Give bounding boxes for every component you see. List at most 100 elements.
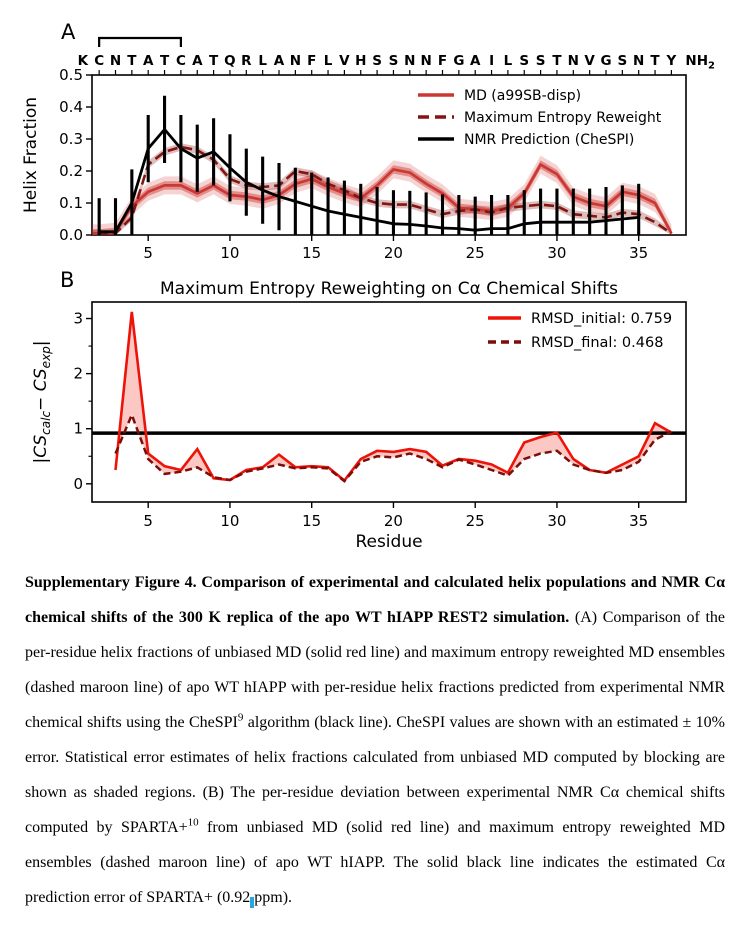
- sequence-residue: N: [110, 53, 121, 69]
- caption-text: from unbiased MD (solid red line) and ma…: [25, 819, 726, 906]
- rmsd-final-line: [114, 411, 672, 483]
- md-error-band-outer: [92, 155, 672, 235]
- rmsd-initial-line: [114, 311, 673, 483]
- panel-a-legend: MD (a99SB-disp) Maximum Entropy Reweight N…: [418, 88, 662, 148]
- sequence-residue: F: [307, 53, 316, 69]
- sequence-residue: F: [438, 53, 447, 69]
- sequence-residue: A: [143, 53, 154, 69]
- sequence-residue: S: [618, 53, 628, 69]
- legend-label-3: NMR Prediction (CheSPI): [464, 132, 634, 148]
- figure-caption: Supplementary Figure 4. Comparison of ex…: [25, 565, 725, 915]
- svg-text:35: 35: [629, 244, 648, 262]
- sequence-residue: N: [633, 53, 644, 69]
- sequence-residue: N: [421, 53, 432, 69]
- caption-text: algorithm (black line). CheSPI values ar…: [25, 714, 726, 836]
- sequence-residue: N: [404, 53, 415, 69]
- panel-b-label: B: [60, 268, 75, 292]
- sequence-row: K C N T A T C A T Q R L A N F L V H S S N N F G A I L S S T N V G S N T Y NH2: [78, 53, 715, 72]
- panel-a-frame: [91, 74, 687, 236]
- svg-text:20: 20: [384, 512, 403, 530]
- caption-superscript: 9: [237, 711, 244, 724]
- sequence-residue: Y: [666, 53, 677, 69]
- panel-b-legend: RMSD_initial: 0.759 RMSD_final: 0.468: [488, 311, 672, 351]
- sequence-residue: T: [552, 53, 562, 69]
- svg-text:20: 20: [384, 244, 403, 262]
- figure-charts: K C N T A T C A T Q R L A N F L V H S S N N F G A I L S S T N V G S N T Y NH2…: [21, 36, 715, 552]
- sequence-residue: G: [600, 53, 611, 69]
- sequence-residue: L: [324, 53, 333, 69]
- sequence-residue: N: [568, 53, 579, 69]
- sequence-residue: V: [339, 53, 350, 69]
- sequence-residue: T: [650, 53, 660, 69]
- sequence-residue: A: [470, 53, 481, 69]
- svg-text:35: 35: [629, 512, 648, 530]
- svg-text:2: 2: [73, 365, 83, 383]
- sequence-residue: S: [519, 53, 529, 69]
- sequence-residue: N: [290, 53, 301, 69]
- sequence-residue: H: [355, 53, 366, 69]
- svg-text:3: 3: [73, 310, 83, 328]
- svg-text:15: 15: [302, 512, 321, 530]
- legend-label-2: Maximum Entropy Reweight: [464, 110, 662, 126]
- caption-text: (A) Comparison of the per-residue helix …: [25, 609, 725, 731]
- panel-b-title: Maximum Entropy Reweighting on Cα Chemic…: [160, 279, 618, 299]
- chespi-line: [99, 127, 639, 234]
- svg-text:0.0: 0.0: [59, 226, 83, 244]
- panel-a-ylabel: Helix Fraction: [21, 97, 41, 213]
- sequence-residue: R: [241, 53, 252, 69]
- sequence-residue: C: [94, 53, 104, 69]
- panel-a-yaxis: 0.0 0.1 0.2 0.3 0.4 0.5: [59, 66, 92, 244]
- sequence-residue: T: [209, 53, 219, 69]
- panel-b-xlabel: Residue: [355, 532, 422, 552]
- sequence-residue: S: [389, 53, 399, 69]
- caption-bold-title: Supplementary Figure 4. Comparison of ex…: [25, 574, 725, 626]
- svg-text:0.1: 0.1: [59, 194, 83, 212]
- sequence-residue: C: [176, 53, 186, 69]
- svg-text:0.3: 0.3: [59, 130, 83, 148]
- sequence-residue: S: [372, 53, 382, 69]
- panel-b-yaxis: 0 1 2 3: [73, 310, 92, 493]
- sequence-residue: I: [489, 53, 494, 69]
- sequence-residue: V: [584, 53, 595, 69]
- svg-text:15: 15: [302, 244, 321, 262]
- sequence-residue: T: [127, 53, 137, 69]
- svg-text:5: 5: [143, 244, 153, 262]
- sequence-residue: G: [453, 53, 464, 69]
- legend-b-label-1: RMSD_initial: 0.759: [531, 311, 672, 327]
- svg-text:0.4: 0.4: [59, 98, 83, 116]
- svg-text:25: 25: [466, 244, 485, 262]
- svg-text:0.5: 0.5: [59, 66, 83, 84]
- sequence-residue: L: [258, 53, 267, 69]
- disulfide-bracket: [98, 36, 182, 47]
- sequence-residue: Q: [224, 53, 235, 69]
- svg-text:1: 1: [73, 420, 83, 438]
- legend-label-1: MD (a99SB-disp): [464, 88, 581, 104]
- svg-text:0.2: 0.2: [59, 162, 83, 180]
- sequence-residue: L: [504, 53, 513, 69]
- svg-text:10: 10: [220, 244, 239, 262]
- panel-a-xaxis: 5 10 15 20 25 30 35: [143, 235, 648, 262]
- legend-b-label-2: RMSD_final: 0.468: [531, 335, 663, 351]
- text-cursor: [250, 897, 254, 908]
- sequence-residue: A: [192, 53, 203, 69]
- chespi-error-bars: [97, 95, 641, 235]
- svg-text:0: 0: [73, 475, 83, 493]
- svg-text:30: 30: [547, 512, 566, 530]
- panel-a-label: A: [61, 20, 76, 44]
- svg-text:10: 10: [220, 512, 239, 530]
- sequence-residue: S: [536, 53, 546, 69]
- panel-b-xaxis: 5 10 15 20 25 30 35: [143, 502, 648, 530]
- svg-text:5: 5: [143, 512, 153, 530]
- sequence-residue: K: [78, 53, 89, 69]
- sequence-residue: T: [160, 53, 170, 69]
- panel-b-ylabel: |CScalc− CSexp|: [31, 340, 53, 463]
- sequence-residue: A: [274, 53, 285, 69]
- panel-b-series: [92, 311, 686, 483]
- svg-text:30: 30: [547, 244, 566, 262]
- panel-a-series: [92, 95, 673, 235]
- panel-b-frame: [91, 301, 687, 503]
- caption-superscript: 10: [187, 816, 199, 829]
- sequence-terminus: NH2: [685, 53, 715, 72]
- panel-a-top-ticks: [98, 70, 673, 75]
